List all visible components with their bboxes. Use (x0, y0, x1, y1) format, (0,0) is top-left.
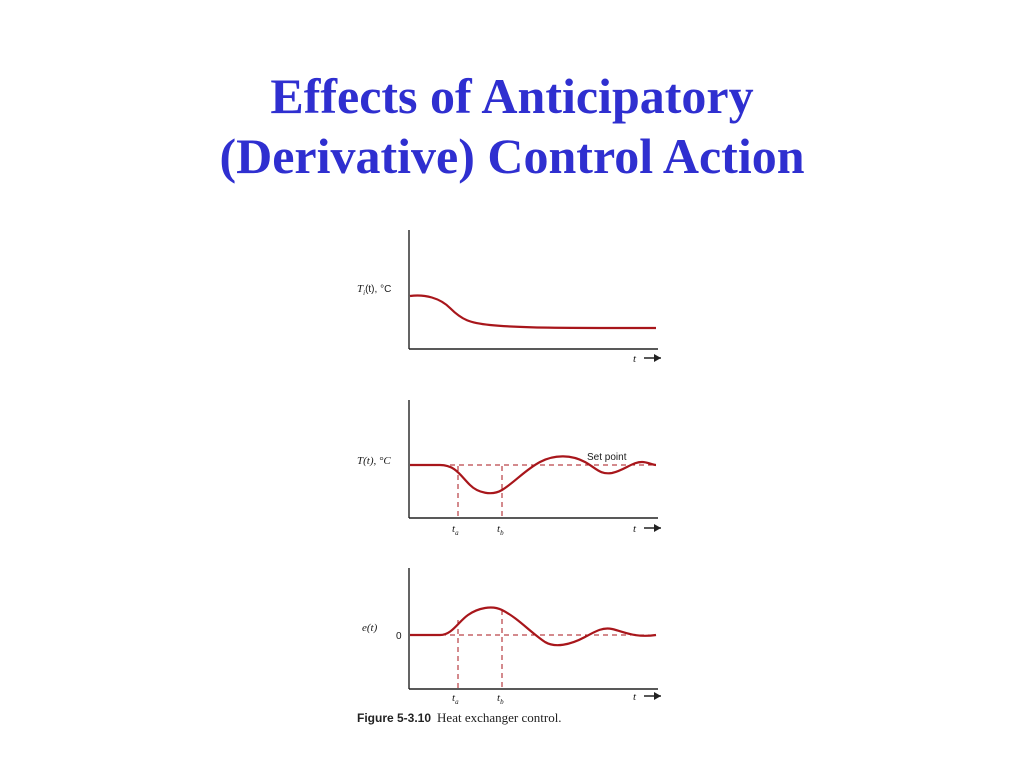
slide-title-line-2: (Derivative) Control Action (219, 128, 805, 184)
panel2-setpoint-label: Set point (587, 452, 627, 463)
panel1-t-arrow-icon (644, 354, 661, 362)
panel2-tb-label: tb (497, 523, 504, 537)
panel3-zero-label: 0 (396, 631, 402, 642)
slide-title-line-1: Effects of Anticipatory (270, 68, 754, 124)
panel2-y-label: T(t), °C (357, 455, 391, 467)
panel3-tb-label: tb (497, 692, 504, 706)
panel3-y-label: e(t) (362, 622, 378, 634)
panel-error-signal: e(t) 0 ta tb t (362, 568, 661, 706)
panel3-error-curve (410, 606, 657, 647)
figure-caption-number: Figure 5-3.10 (357, 711, 431, 725)
panel2-t-arrow-icon (644, 524, 661, 532)
panel3-t-axis-label: t (633, 691, 637, 703)
panel2-t-axis-label: t (633, 523, 637, 535)
panel-inlet-temperature: Ti(t), °C t (357, 230, 661, 365)
panel1-t-axis-label: t (633, 353, 637, 365)
panel1-inlet-temperature-curve (409, 294, 657, 330)
figure-caption-text: Heat exchanger control. (437, 710, 562, 725)
panel1-y-label: Ti(t), °C (357, 283, 391, 297)
panel2-outlet-temperature-curve (410, 455, 657, 495)
panel3-ta-label: ta (452, 692, 459, 706)
slide-title: Effects of Anticipatory (Derivative) Con… (0, 66, 1024, 186)
panel2-ta-label: ta (452, 523, 459, 537)
figure-caption: Figure 5-3.10 Heat exchanger control. (357, 710, 562, 725)
panel-outlet-temperature: T(t), °C Set point ta tb t (357, 400, 661, 537)
panel3-t-arrow-icon (644, 692, 661, 700)
